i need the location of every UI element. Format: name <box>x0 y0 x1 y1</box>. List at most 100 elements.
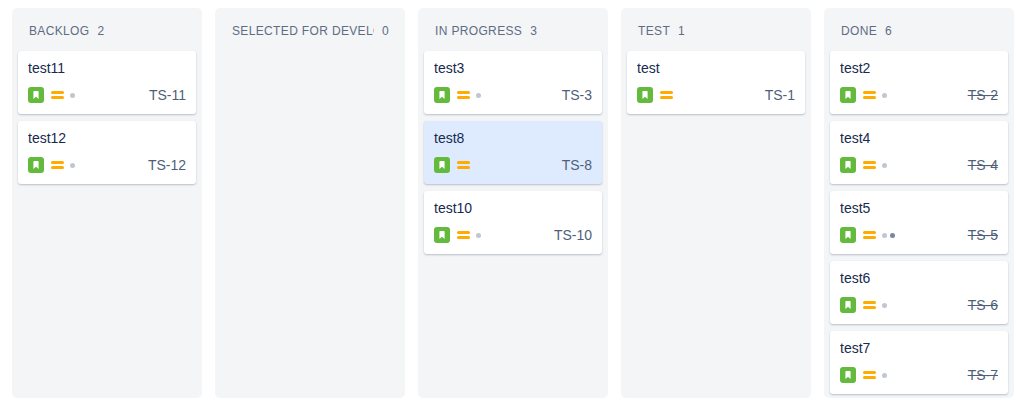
card[interactable]: test10 TS-10 <box>424 191 602 254</box>
card[interactable]: test2 TS-2 <box>830 51 1008 114</box>
priority-medium-icon <box>51 91 64 100</box>
priority-medium-icon <box>660 91 673 100</box>
card-key: TS-12 <box>148 157 186 173</box>
card[interactable]: test8 TS-8 <box>424 121 602 184</box>
priority-medium-icon <box>863 301 876 310</box>
story-icon <box>434 227 450 243</box>
card-key: TS-5 <box>968 227 998 243</box>
card-title: test6 <box>840 270 998 287</box>
card[interactable]: test4 TS-4 <box>830 121 1008 184</box>
card-title: test10 <box>434 200 592 217</box>
card-footer: TS-6 <box>840 297 998 313</box>
days-in-column-dot <box>476 93 481 98</box>
days-in-column-dot <box>882 163 887 168</box>
story-icon <box>840 227 856 243</box>
column-name: IN PROGRESS <box>435 24 522 38</box>
card[interactable]: test11 TS-11 <box>18 51 196 114</box>
column-count: 1 <box>678 24 685 38</box>
column-count: 6 <box>885 24 892 38</box>
card-key: TS-6 <box>968 297 998 313</box>
priority-medium-icon <box>863 231 876 240</box>
card-footer: TS-11 <box>28 87 186 103</box>
column-test: TEST 1 test TS-1 <box>621 8 811 398</box>
card-title: test8 <box>434 130 592 147</box>
days-in-column-dots <box>882 163 887 168</box>
priority-medium-icon <box>457 231 470 240</box>
card-key: TS-4 <box>968 157 998 173</box>
priority-medium-icon <box>457 91 470 100</box>
story-icon <box>840 87 856 103</box>
column-done: DONE 6 test2 TS-2 test4 TS-4 <box>824 8 1014 398</box>
card-list: test2 TS-2 test4 TS-4 test5 <box>824 49 1014 398</box>
days-in-column-dot <box>476 233 481 238</box>
card-title: test11 <box>28 60 186 77</box>
card-title: test12 <box>28 130 186 147</box>
card-title: test <box>637 60 795 77</box>
days-in-column-dots <box>70 163 75 168</box>
days-in-column-dot <box>882 303 887 308</box>
card-title: test4 <box>840 130 998 147</box>
days-in-column-dot <box>70 93 75 98</box>
card-key: TS-2 <box>968 87 998 103</box>
card-list <box>215 49 405 398</box>
card-key: TS-10 <box>554 227 592 243</box>
priority-medium-icon <box>863 161 876 170</box>
days-in-column-dots <box>882 233 895 238</box>
days-in-column-dot <box>882 93 887 98</box>
column-header: TEST 1 <box>621 8 811 49</box>
card[interactable]: test12 TS-12 <box>18 121 196 184</box>
story-icon <box>28 87 44 103</box>
card-title: test7 <box>840 340 998 357</box>
priority-medium-icon <box>863 371 876 380</box>
column-name: TEST <box>638 24 670 38</box>
card-key: TS-11 <box>149 87 186 103</box>
days-in-column-dots <box>882 373 887 378</box>
days-in-column-dot <box>70 163 75 168</box>
story-icon <box>434 157 450 173</box>
story-icon <box>637 87 653 103</box>
card[interactable]: test TS-1 <box>627 51 805 114</box>
column-name: SELECTED FOR DEVELOPM... <box>232 24 374 38</box>
column-count: 0 <box>382 24 389 38</box>
card[interactable]: test7 TS-7 <box>830 331 1008 394</box>
card[interactable]: test3 TS-3 <box>424 51 602 114</box>
card-key: TS-8 <box>562 157 592 173</box>
priority-medium-icon <box>457 161 470 170</box>
card[interactable]: test6 TS-6 <box>830 261 1008 324</box>
days-in-column-dot <box>890 233 895 238</box>
days-in-column-dot <box>882 373 887 378</box>
column-in-progress: IN PROGRESS 3 test3 TS-3 test8 TS-8 <box>418 8 608 398</box>
days-in-column-dots <box>882 303 887 308</box>
card-list: test3 TS-3 test8 TS-8 test10 <box>418 49 608 398</box>
days-in-column-dot <box>882 233 887 238</box>
card[interactable]: test5 TS-5 <box>830 191 1008 254</box>
days-in-column-dots <box>882 93 887 98</box>
column-name: BACKLOG <box>29 24 89 38</box>
card-title: test5 <box>840 200 998 217</box>
card-key: TS-3 <box>562 87 592 103</box>
column-name: DONE <box>841 24 877 38</box>
card-list: test TS-1 <box>621 49 811 398</box>
card-footer: TS-10 <box>434 227 592 243</box>
days-in-column-dots <box>70 93 75 98</box>
kanban-board: BACKLOG 2 test11 TS-11 test12 TS-1 <box>0 0 1024 403</box>
column-count: 2 <box>97 24 104 38</box>
card-footer: TS-1 <box>637 87 795 103</box>
priority-medium-icon <box>863 91 876 100</box>
card-footer: TS-3 <box>434 87 592 103</box>
column-header: BACKLOG 2 <box>12 8 202 49</box>
column-header: SELECTED FOR DEVELOPM... 0 <box>215 8 405 49</box>
card-footer: TS-12 <box>28 157 186 173</box>
priority-medium-icon <box>51 161 64 170</box>
column-count: 3 <box>530 24 537 38</box>
column-selected-for-development: SELECTED FOR DEVELOPM... 0 <box>215 8 405 398</box>
card-footer: TS-7 <box>840 367 998 383</box>
story-icon <box>434 87 450 103</box>
card-footer: TS-8 <box>434 157 592 173</box>
card-key: TS-7 <box>968 367 998 383</box>
column-header: IN PROGRESS 3 <box>418 8 608 49</box>
story-icon <box>840 297 856 313</box>
card-key: TS-1 <box>765 87 795 103</box>
card-title: test2 <box>840 60 998 77</box>
card-footer: TS-2 <box>840 87 998 103</box>
